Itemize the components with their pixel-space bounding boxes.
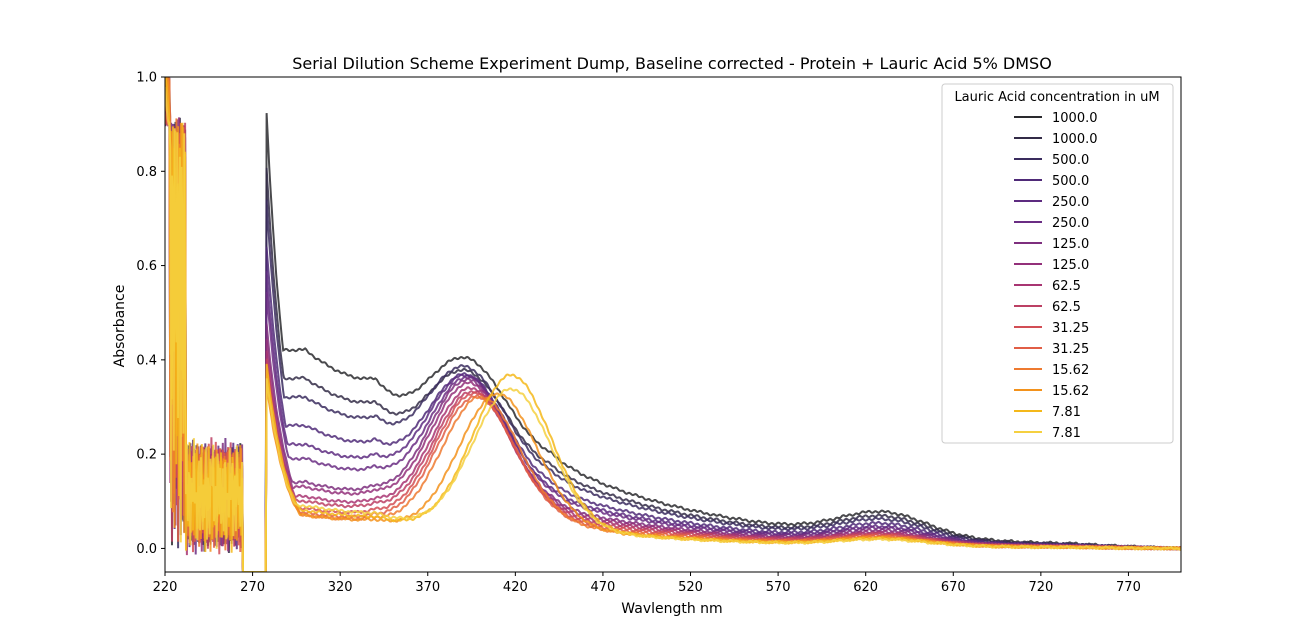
legend-box [941, 83, 1174, 444]
legend-label: 62.5 [1052, 279, 1081, 294]
x-tick-label: 770 [1116, 580, 1141, 595]
y-axis-label: Absorbance [112, 285, 128, 368]
y-tick-label: 0.4 [136, 353, 157, 368]
x-tick-label: 270 [240, 580, 265, 595]
y-tick-label: 0.2 [136, 448, 157, 463]
x-tick-label: 470 [591, 580, 616, 595]
x-tick-label: 420 [503, 580, 528, 595]
legend-label: 500.0 [1052, 174, 1089, 189]
x-axis: 220 270 320 370 420 470 520 570 620 670 720 770 [153, 572, 1141, 595]
x-tick-label: 520 [678, 580, 703, 595]
plot-frame [164, 76, 1182, 573]
y-tick-label: 0.6 [136, 259, 157, 274]
legend-label: 15.62 [1052, 363, 1089, 378]
x-tick-label: 320 [328, 580, 353, 595]
y-tick-label: 1.0 [136, 71, 157, 86]
legend-label: 15.62 [1052, 384, 1089, 399]
chart-title: Serial Dilution Scheme Experiment Dump, … [292, 54, 1052, 73]
legend-items: 1000.0 1000.0 500.0 500.0 250.0 250.0 125.0 125… [1014, 111, 1098, 441]
legend-label: 1000.0 [1052, 111, 1098, 126]
legend-label: 125.0 [1052, 258, 1089, 273]
legend-title: Lauric Acid concentration in uM [954, 90, 1159, 105]
series-layer [165, 77, 1181, 572]
legend-label: 250.0 [1052, 195, 1089, 210]
legend-label: 62.5 [1052, 300, 1081, 315]
x-tick-label: 220 [153, 580, 178, 595]
x-tick-label: 670 [941, 580, 966, 595]
x-tick-label: 720 [1028, 580, 1053, 595]
y-tick-label: 0.8 [136, 165, 157, 180]
x-tick-label: 370 [415, 580, 440, 595]
legend-label: 31.25 [1052, 321, 1089, 336]
legend-label: 500.0 [1052, 153, 1089, 168]
series-line [165, 77, 1181, 572]
legend-label: 7.81 [1052, 426, 1081, 441]
legend-label: 31.25 [1052, 342, 1089, 357]
legend: Lauric Acid concentration in uM 1000.010… [941, 83, 1174, 444]
x-tick-label: 570 [766, 580, 791, 595]
y-tick-label: 0.0 [136, 542, 157, 557]
series-line [165, 86, 1181, 572]
legend-label: 125.0 [1052, 237, 1089, 252]
x-axis-label: Wavlength nm [621, 601, 722, 617]
legend-label: 1000.0 [1052, 132, 1098, 147]
series-line [165, 79, 1181, 572]
legend-label: 250.0 [1052, 216, 1089, 231]
legend-label: 7.81 [1052, 405, 1081, 420]
x-tick-label: 620 [853, 580, 878, 595]
y-axis: 0.0 0.2 0.4 0.6 0.8 1.0 [136, 71, 165, 557]
